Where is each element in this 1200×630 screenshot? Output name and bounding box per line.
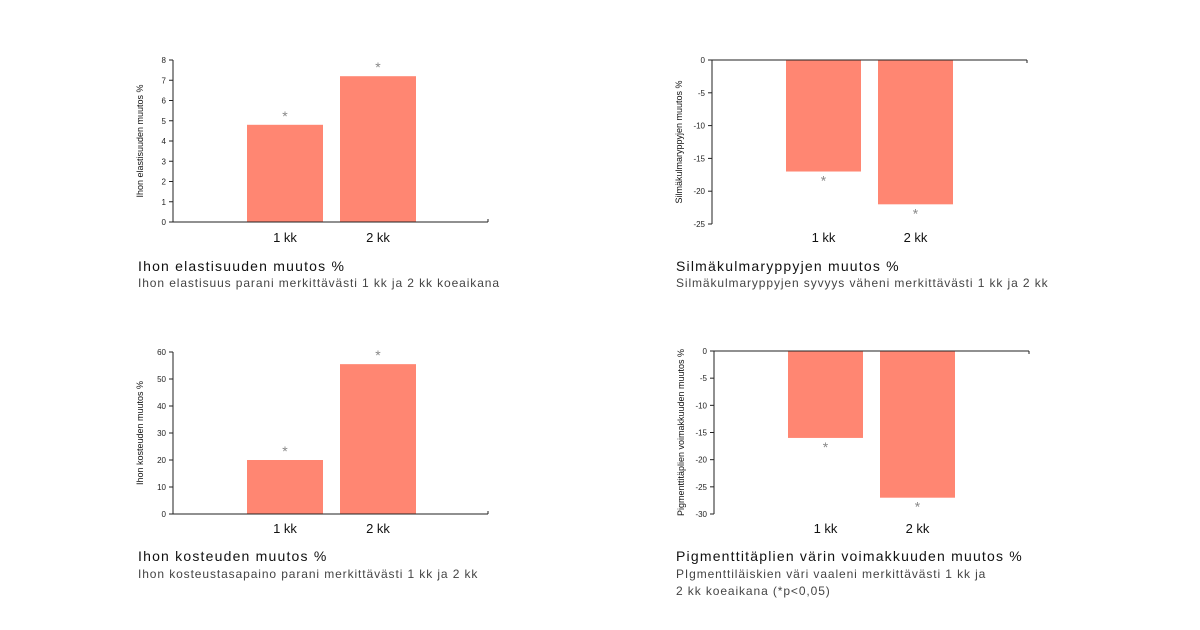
significance-marker: *	[821, 173, 827, 189]
y-tick-label: 3	[162, 157, 167, 166]
bar-1kk	[247, 460, 323, 514]
x-tick-label: 2 kk	[366, 521, 390, 536]
x-tick-label: 1 kk	[273, 521, 297, 536]
y-tick-label: -20	[695, 456, 707, 465]
x-tick-label: 1 kk	[814, 521, 838, 536]
y-tick-label: 4	[162, 137, 167, 146]
y-tick-label: 20	[157, 456, 166, 465]
chart-1-title: Ihon elastisuuden muutos %	[138, 258, 346, 274]
chart-4: * 1 kk * 2 kk 0 -5 -10 -15 -20 -25 -30 Pigmenttitäp…	[676, 347, 1030, 536]
y-tick-label: -25	[693, 220, 705, 229]
y-tick-label: 40	[157, 402, 166, 411]
y-tick-label: -30	[695, 510, 707, 519]
bar-2kk	[340, 364, 416, 514]
y-tick-label: 0	[701, 56, 706, 65]
y-tick-label: -15	[695, 429, 707, 438]
significance-marker: *	[375, 59, 381, 75]
y-tick-label: -20	[693, 187, 705, 196]
chart-2-subtitle: Silmäkulmaryppyjen syvyys väheni merkitt…	[676, 276, 1049, 290]
y-tick-label: 0	[162, 510, 167, 519]
y-axis-label: Ihon elastisuuden muutos %	[135, 84, 145, 197]
chart-3: * 1 kk * 2 kk 0 10 20 30 40 50 60 Ihon kosteuden mu…	[135, 347, 489, 536]
y-tick-label: 1	[162, 198, 167, 207]
significance-marker: *	[913, 205, 919, 221]
chart-4-title: Pigmenttitäplien värin voimakkuuden muut…	[676, 548, 1023, 564]
y-tick-label: 0	[703, 347, 708, 356]
y-tick-label: -25	[695, 483, 707, 492]
bar-2kk	[878, 60, 953, 205]
y-tick-label: -10	[695, 401, 707, 410]
significance-marker: *	[915, 499, 921, 515]
chart-4-subtitle-line-1: PIgmenttiläiskien väri vaaleni merkittäv…	[676, 567, 987, 581]
y-tick-label: -5	[698, 89, 706, 98]
x-tick-label: 2 kk	[906, 521, 930, 536]
y-tick-label: 7	[162, 76, 167, 85]
x-tick-label: 1 kk	[812, 230, 836, 245]
bar-1kk	[247, 124, 323, 222]
chart-2: * 1 kk * 2 kk 0 -5 -10 -15 -20 -25 Silmäkulmaryppy…	[674, 56, 1028, 245]
y-axis-label: Pigmenttitäplien voimakkuuden muutos %	[676, 349, 686, 516]
y-tick-label: 0	[162, 218, 167, 227]
y-tick-label: -15	[693, 154, 705, 163]
y-tick-label: 30	[157, 429, 166, 438]
chart-1: * 1 kk * 2 kk 0 1 2 3 4 5 6 7 8 Ihon elastisuuden muu…	[135, 56, 489, 245]
bar-2kk	[880, 351, 955, 498]
y-axis-label: Ihon kosteuden muutos %	[135, 381, 145, 485]
bar-2kk	[340, 76, 416, 222]
significance-marker: *	[823, 439, 829, 455]
y-tick-label: -5	[700, 374, 708, 383]
significance-marker: *	[282, 443, 288, 459]
bar-1kk	[788, 351, 863, 438]
x-tick-label: 1 kk	[273, 230, 297, 245]
y-tick-label: 50	[157, 375, 166, 384]
y-axis-label: Silmäkulmaryppyjen muutos %	[674, 80, 684, 203]
y-tick-label: 60	[157, 348, 166, 357]
significance-marker: *	[375, 347, 381, 363]
y-tick-label: 6	[162, 97, 167, 106]
x-tick-label: 2 kk	[366, 230, 390, 245]
y-tick-label: -10	[693, 122, 705, 131]
x-tick-label: 2 kk	[904, 230, 928, 245]
chart-4-subtitle-line-2: 2 kk koeaikana (*p<0,05)	[676, 584, 831, 598]
chart-3-subtitle: Ihon kosteustasapaino parani merkittäväs…	[138, 567, 479, 581]
y-tick-label: 2	[162, 178, 167, 187]
significance-marker: *	[282, 108, 288, 124]
y-tick-label: 8	[162, 56, 167, 65]
y-tick-label: 5	[162, 117, 167, 126]
chart-3-title: Ihon kosteuden muutos %	[138, 548, 328, 564]
chart-2-title: Silmäkulmaryppyjen muutos %	[676, 258, 900, 274]
chart-1-subtitle: Ihon elastisuus parani merkittävästi 1 k…	[138, 276, 500, 290]
y-tick-label: 10	[157, 483, 166, 492]
bar-1kk	[786, 60, 861, 172]
